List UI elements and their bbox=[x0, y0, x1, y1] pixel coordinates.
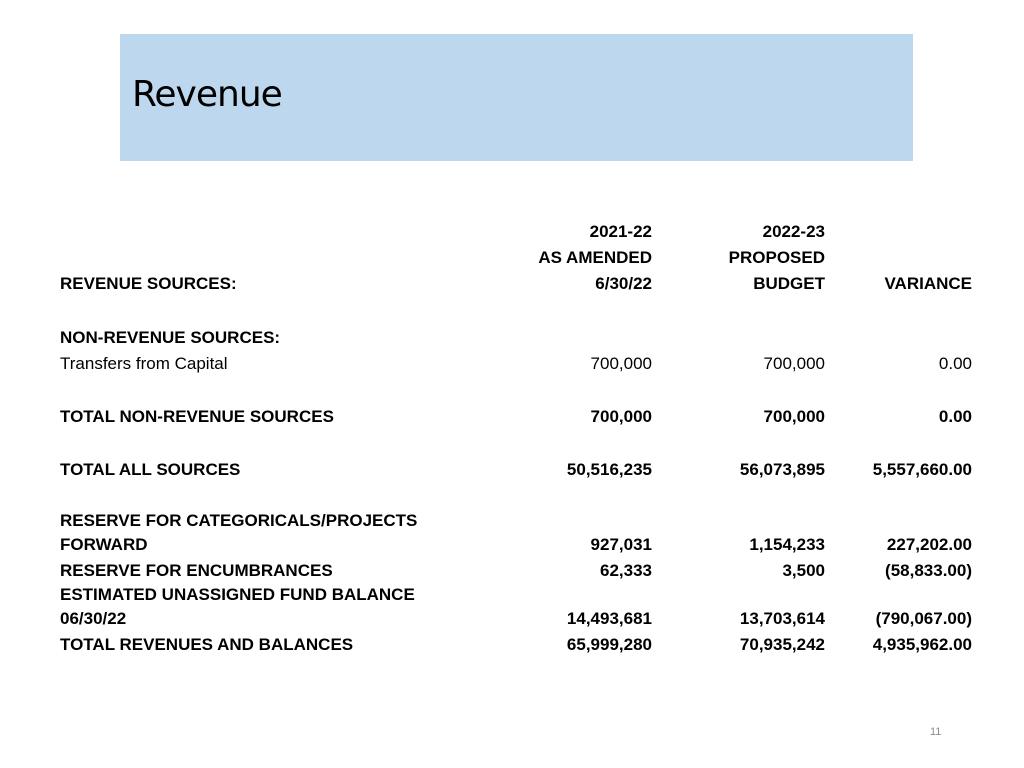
table-row: Transfers from Capital 700,000 700,000 0… bbox=[60, 352, 975, 376]
row-label: Transfers from Capital bbox=[60, 354, 228, 373]
table-row: RESERVE FOR ENCUMBRANCES 62,333 3,500 (5… bbox=[60, 559, 975, 583]
table-row: TOTAL ALL SOURCES 50,516,235 56,073,895 … bbox=[60, 458, 975, 482]
row-value-proposed: 1,154,233 bbox=[749, 535, 825, 554]
row-value-variance: 0.00 bbox=[938, 354, 972, 373]
row-label: RESERVE FOR CATEGORICALS/PROJECTS bbox=[60, 511, 418, 530]
row-value-amended: 62,333 bbox=[600, 561, 652, 580]
row-label: RESERVE FOR ENCUMBRANCES bbox=[60, 561, 333, 580]
row-value-proposed: 70,935,242 bbox=[739, 635, 825, 654]
row-value-amended: 14,493,681 bbox=[566, 609, 652, 628]
row-value-amended: 65,999,280 bbox=[566, 635, 652, 654]
row-value-amended: 927,031 bbox=[590, 535, 652, 554]
col-b-header-budget: BUDGET bbox=[753, 274, 825, 293]
header-row-1: 2021-22 2022-23 bbox=[60, 220, 975, 244]
row-value-variance: (790,067.00) bbox=[875, 609, 972, 628]
table-row: TOTAL NON-REVENUE SOURCES 700,000 700,00… bbox=[60, 405, 975, 429]
row-value-variance: 227,202.00 bbox=[886, 535, 972, 554]
variance-header: VARIANCE bbox=[884, 274, 972, 293]
row-label: NON-REVENUE SOURCES: bbox=[60, 328, 281, 347]
table-row: ESTIMATED UNASSIGNED FUND BALANCE bbox=[60, 583, 975, 607]
table-row: NON-REVENUE SOURCES: bbox=[60, 326, 975, 350]
table-row: FORWARD 927,031 1,154,233 227,202.00 bbox=[60, 533, 975, 557]
header-row-2: AS AMENDED PROPOSED bbox=[60, 246, 975, 270]
row-label: TOTAL REVENUES AND BALANCES bbox=[60, 635, 354, 654]
row-value-variance: 5,557,660.00 bbox=[872, 460, 972, 479]
row-value-proposed: 700,000 bbox=[763, 407, 825, 426]
row-value-variance: (58,833.00) bbox=[885, 561, 972, 580]
row-value-proposed: 56,073,895 bbox=[739, 460, 825, 479]
col-a-header-date: 6/30/22 bbox=[595, 274, 652, 293]
row-label: FORWARD bbox=[60, 535, 148, 554]
row-value-variance: 4,935,962.00 bbox=[872, 635, 972, 654]
table-row: TOTAL REVENUES AND BALANCES 65,999,280 7… bbox=[60, 633, 975, 657]
row-value-amended: 50,516,235 bbox=[566, 460, 652, 479]
col-a-header-status: AS AMENDED bbox=[538, 248, 652, 267]
row-value-proposed: 3,500 bbox=[782, 561, 825, 580]
row-value-amended: 700,000 bbox=[590, 407, 652, 426]
header-row-3: REVENUE SOURCES: 6/30/22 BUDGET VARIANCE bbox=[60, 272, 975, 296]
table-row: RESERVE FOR CATEGORICALS/PROJECTS bbox=[60, 509, 975, 533]
col-b-header-status: PROPOSED bbox=[728, 248, 825, 267]
slide-title: Revenue bbox=[132, 74, 283, 115]
row-label: 06/30/22 bbox=[60, 609, 127, 628]
page-number: 11 bbox=[930, 726, 942, 738]
row-value-proposed: 13,703,614 bbox=[739, 609, 825, 628]
table-row: 06/30/22 14,493,681 13,703,614 (790,067.… bbox=[60, 607, 975, 631]
row-label: TOTAL NON-REVENUE SOURCES bbox=[60, 407, 334, 426]
row-value-proposed: 700,000 bbox=[763, 354, 825, 373]
title-banner: Revenue bbox=[120, 34, 913, 161]
row-label: TOTAL ALL SOURCES bbox=[60, 460, 241, 479]
row-value-amended: 700,000 bbox=[590, 354, 652, 373]
row-value-variance: 0.00 bbox=[938, 407, 972, 426]
col-b-header-year: 2022-23 bbox=[762, 222, 825, 241]
col-a-header-year: 2021-22 bbox=[589, 222, 652, 241]
revenue-sources-header: REVENUE SOURCES: bbox=[60, 274, 237, 293]
row-label: ESTIMATED UNASSIGNED FUND BALANCE bbox=[60, 585, 415, 604]
